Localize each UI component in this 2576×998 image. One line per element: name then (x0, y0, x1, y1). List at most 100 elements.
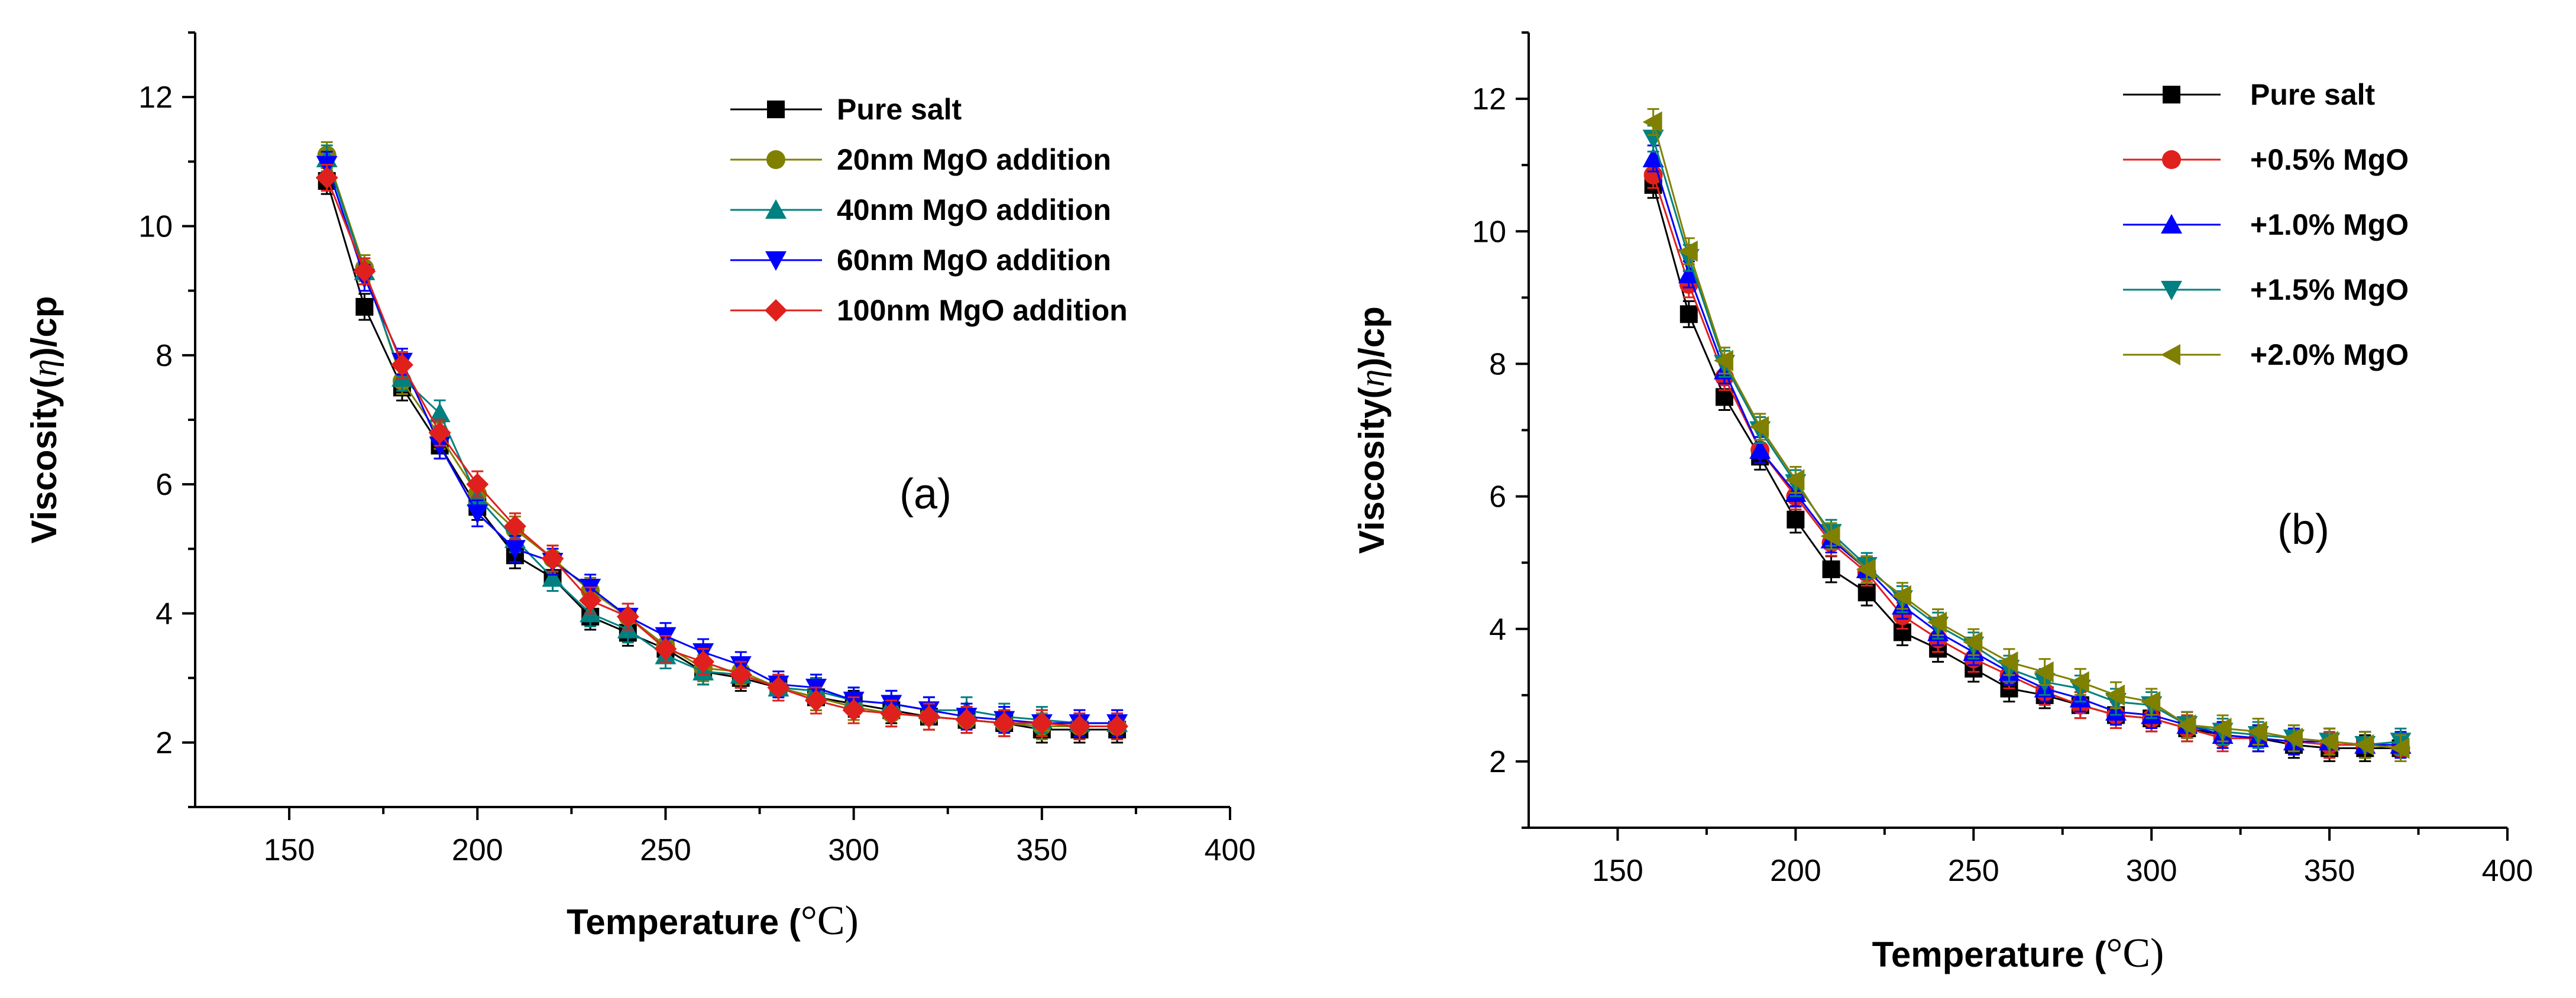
legend-label: Pure salt (837, 93, 962, 126)
legend-label: Pure salt (2250, 78, 2376, 111)
x-tick-label: 150 (1592, 854, 1643, 888)
x-axis-title-prefix: Temperature ( (1872, 935, 2106, 974)
legend-marker (2163, 86, 2180, 103)
y-tick-label: 10 (1472, 215, 1506, 249)
legend-label: +0.5% MgO (2250, 143, 2409, 176)
data-point (428, 421, 451, 444)
data-point (1678, 240, 1698, 262)
series-4 (315, 164, 1129, 741)
legend-label: +1.5% MgO (2250, 273, 2409, 306)
data-point (1714, 349, 1733, 371)
y-axis-title: Viscosity(η)/cp (1352, 306, 1391, 554)
legend-item: +1.5% MgO (2123, 273, 2409, 306)
x-tick-label: 300 (828, 833, 879, 867)
data-point (955, 708, 978, 731)
data-point (1642, 111, 1662, 133)
x-axis-title-unit: °C (801, 898, 845, 944)
legend-item: 20nm MgO addition (730, 143, 1111, 176)
data-point (467, 504, 488, 524)
series-line (326, 177, 1118, 728)
x-tick-label: 150 (264, 833, 315, 867)
legend-item: Pure salt (730, 93, 962, 126)
data-point (1787, 510, 1805, 529)
chart-panel-0: 150 200 250 300 350 400 2 4 6 8 10 12 Temperature (°… (24, 31, 1256, 944)
data-point (692, 650, 715, 673)
data-point (542, 567, 564, 587)
y-tick-label: 8 (1489, 347, 1506, 381)
data-point (2176, 714, 2196, 736)
data-point (2141, 691, 2161, 713)
y-tick-label: 2 (1489, 745, 1506, 779)
y-tick-label: 6 (156, 468, 173, 502)
data-point (1927, 611, 1947, 633)
y-tick-label: 6 (1489, 480, 1506, 514)
legend-label: 20nm MgO addition (837, 143, 1111, 176)
data-point (1963, 631, 1983, 653)
data-point (1749, 416, 1769, 438)
x-tick-label: 350 (1016, 833, 1067, 867)
y-tick-label: 8 (156, 339, 173, 373)
data-point (1856, 558, 1876, 580)
data-point (1068, 715, 1091, 738)
legend-marker (767, 101, 785, 118)
data-point (767, 676, 790, 699)
legend-item: 100nm MgO addition (730, 294, 1128, 327)
data-point (1820, 525, 1840, 547)
series-0 (1644, 171, 2410, 762)
data-point (1785, 469, 1805, 491)
x-tick-label: 400 (2482, 854, 2533, 888)
data-point (579, 589, 602, 612)
legend-marker (765, 199, 787, 219)
data-point (880, 702, 903, 725)
x-tick-label: 250 (1948, 854, 1999, 888)
series-line (326, 164, 1118, 724)
data-point (2105, 684, 2125, 706)
data-point (1857, 584, 1876, 602)
y-axis-title-suffix: )/cp (24, 296, 64, 359)
data-point (917, 705, 940, 728)
data-point (2069, 671, 2089, 693)
y-axis-title-prefix: Viscosity( (24, 377, 64, 543)
legend-marker (2161, 344, 2180, 365)
y-axis-title: Viscosity(η)/cp (24, 296, 64, 544)
x-tick-label: 300 (2126, 854, 2177, 888)
legend-marker (765, 299, 787, 322)
x-tick-label: 350 (2304, 854, 2355, 888)
data-point (2034, 661, 2054, 683)
series-line (1652, 121, 2401, 749)
series-line (1652, 158, 2401, 746)
y-tick-label: 10 (138, 210, 173, 244)
series-4 (1642, 108, 2410, 762)
data-point (1749, 439, 1771, 459)
y-tick-label: 12 (1472, 82, 1506, 116)
legend-marker (2161, 281, 2182, 300)
data-point (353, 260, 376, 283)
data-point (2390, 737, 2410, 759)
legend-label: 60nm MgO addition (837, 244, 1111, 277)
x-axis-title-prefix: Temperature ( (567, 902, 801, 942)
legend-marker (2161, 214, 2182, 234)
legend-item: 60nm MgO addition (730, 244, 1111, 277)
x-axis-title-suffix: ) (845, 898, 859, 944)
x-axis-title-suffix: ) (2150, 931, 2164, 976)
data-point (2247, 721, 2267, 743)
data-point (391, 354, 413, 377)
legend-label: 100nm MgO addition (837, 294, 1128, 327)
legend-item: +2.0% MgO (2123, 338, 2409, 371)
x-tick-label: 400 (1205, 833, 1256, 867)
data-point (1030, 712, 1053, 735)
y-axis-title-symbol: η (25, 359, 64, 377)
y-tick-label: 4 (156, 597, 173, 631)
data-point (504, 540, 526, 560)
legend-item: +1.0% MgO (2123, 208, 2409, 241)
y-axis-title-symbol: η (1352, 370, 1391, 387)
y-tick-label: 12 (138, 80, 173, 115)
series-3 (316, 151, 1128, 737)
x-tick-label: 200 (452, 833, 503, 867)
legend-marker (2162, 150, 2181, 169)
data-point (315, 166, 338, 189)
data-point (2319, 731, 2339, 753)
data-point (2212, 717, 2232, 739)
data-point (616, 605, 639, 628)
